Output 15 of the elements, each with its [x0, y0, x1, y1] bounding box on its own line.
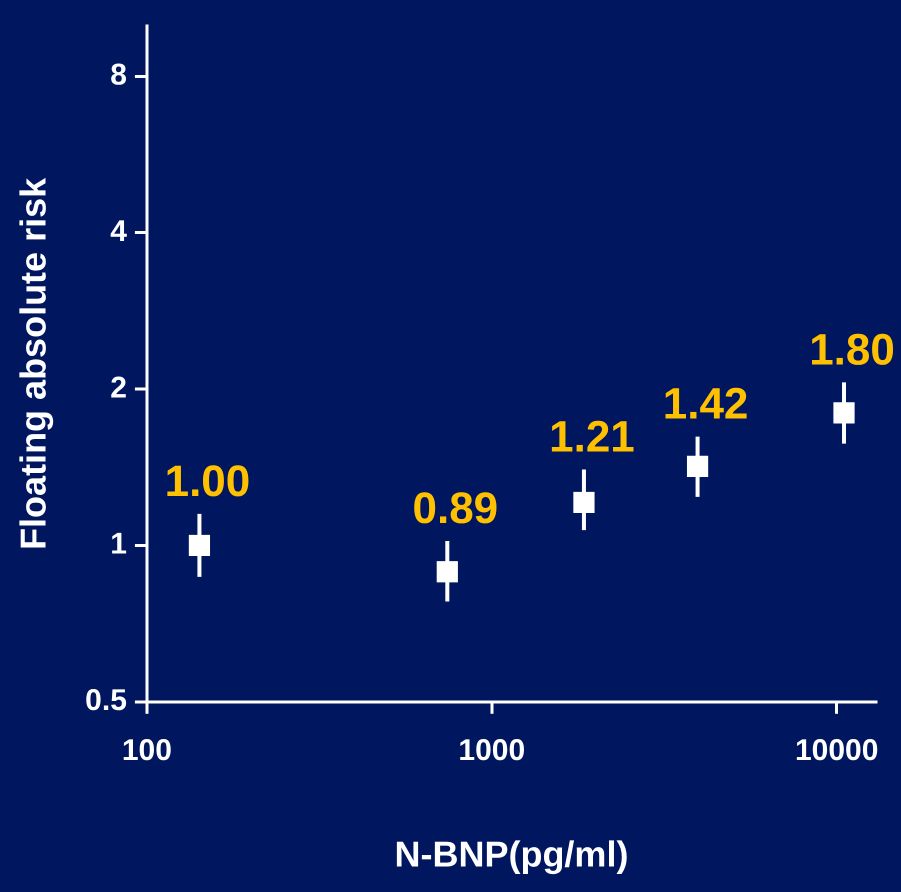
data-label: 0.89 [412, 484, 498, 534]
x-axis-title: N-BNP(pg/ml) [394, 833, 628, 874]
y-tick-label: 1 [110, 528, 127, 561]
data-label: 1.80 [809, 326, 895, 375]
x-tick-label: 1000 [458, 734, 526, 768]
y-tick-label: 0.5 [85, 684, 127, 718]
x-tick-label: 100 [122, 734, 172, 768]
y-tick-label: 8 [110, 58, 127, 92]
data-label: 1.00 [164, 457, 250, 506]
y-axis-title: Floating absolute risk [12, 176, 54, 550]
data-label: 1.21 [549, 412, 635, 462]
y-tick-label: 2 [110, 371, 127, 404]
data-label: 1.42 [662, 380, 748, 429]
y-tick-label: 4 [110, 214, 128, 248]
x-tick-label: 10000 [794, 734, 878, 768]
